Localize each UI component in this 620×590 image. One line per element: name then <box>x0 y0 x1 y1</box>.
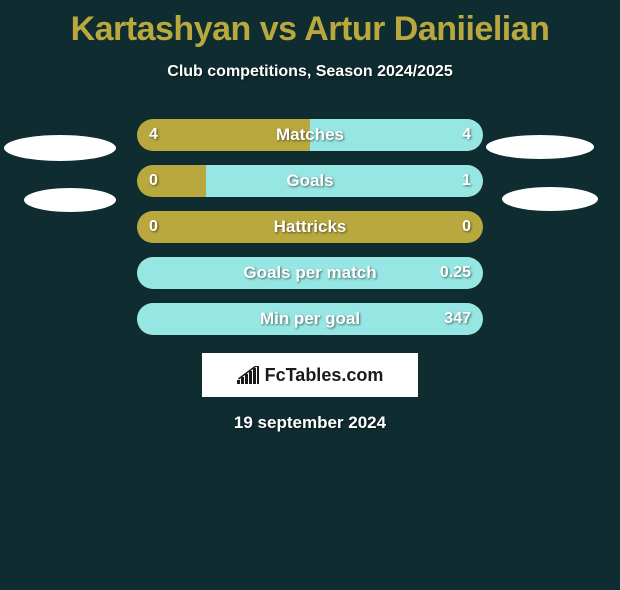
bar-chart-icon <box>237 366 259 384</box>
player-silhouette-ellipse <box>4 135 116 161</box>
stat-row: 00Hattricks <box>137 211 483 243</box>
player-silhouette-ellipse <box>24 188 116 212</box>
player-silhouette-ellipse <box>502 187 598 211</box>
stat-label: Matches <box>137 119 483 151</box>
stat-label: Hattricks <box>137 211 483 243</box>
stat-label: Goals per match <box>137 257 483 289</box>
logo-label: FcTables.com <box>265 365 384 386</box>
stat-row: 347Min per goal <box>137 303 483 335</box>
season-subtitle: Club competitions, Season 2024/2025 <box>0 63 620 81</box>
comparison-title: Kartashyan vs Artur Daniielian <box>0 10 620 49</box>
fctables-logo[interactable]: FcTables.com <box>202 353 418 397</box>
stat-row: 44Matches <box>137 119 483 151</box>
stat-row: 01Goals <box>137 165 483 197</box>
player-silhouette-ellipse <box>486 135 594 159</box>
snapshot-date: 19 september 2024 <box>0 413 620 433</box>
stat-row: 0.25Goals per match <box>137 257 483 289</box>
stat-label: Goals <box>137 165 483 197</box>
stat-label: Min per goal <box>137 303 483 335</box>
